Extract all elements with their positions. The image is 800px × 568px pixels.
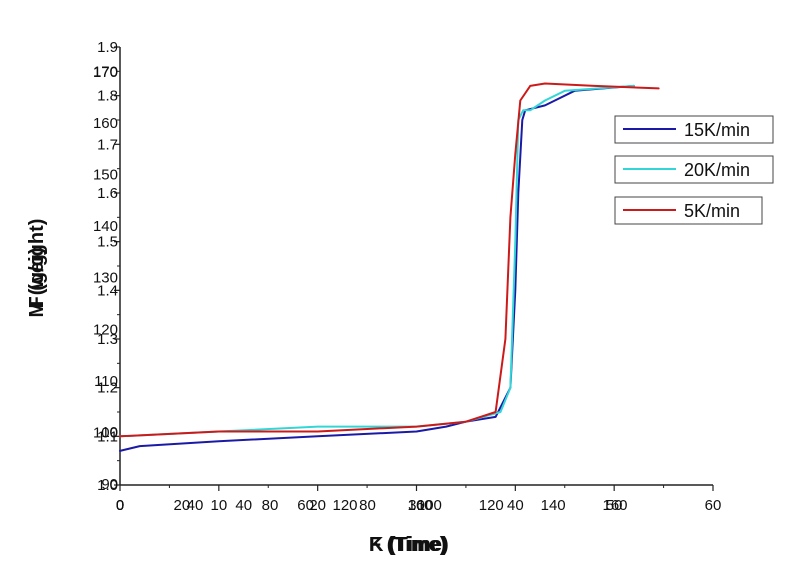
y-tick-label: 1.0	[97, 477, 118, 494]
x-tick-label: 10	[210, 497, 227, 514]
x-tick-label: 20	[309, 497, 326, 514]
series-line-0	[119, 84, 635, 452]
series-line-2	[119, 82, 660, 438]
x-tick-label: 60	[297, 497, 314, 514]
y-tick-label: 170	[93, 63, 118, 80]
legend-label-20k: 20K/min	[684, 160, 750, 180]
x-axis-title-f: F (Time)	[369, 534, 446, 556]
x-tick-label: 140	[541, 497, 566, 514]
x-tick-label: 50	[606, 497, 623, 514]
y-tick-label: 1.3	[97, 331, 118, 348]
y-tick-label: 110	[94, 373, 118, 390]
y-tick-label: 140	[93, 218, 118, 235]
x-tick-label: 40	[187, 497, 204, 514]
tick-labels: 1.01.11.21.31.41.51.61.71.81.99010011012…	[93, 39, 721, 514]
y-tick-label: 90	[101, 476, 118, 493]
series-lines	[119, 82, 660, 452]
legend: 15K/min 20K/min 5K/min	[614, 115, 774, 225]
x-tick-label: 160	[602, 497, 627, 514]
legend-label-15k: 15K/min	[684, 120, 750, 140]
tick-marks	[114, 46, 714, 491]
x-tick-label: 40	[507, 497, 524, 514]
x-tick-label: 0	[116, 497, 124, 514]
y-axis-title-m: M (weight)	[26, 219, 48, 318]
legend-label-5k: 5K/min	[684, 201, 740, 221]
x-tick-label: 20	[174, 497, 191, 514]
x-axis-title: F (Time) K (Time)	[369, 534, 449, 556]
y-tick-label: 1.8	[97, 88, 118, 105]
y-tick-label: 120	[93, 321, 118, 338]
x-tick-label: 160	[407, 497, 432, 514]
x-tick-label: 0	[116, 497, 124, 514]
y-tick-label: 100	[93, 424, 118, 441]
y-axis-title-f: F (g/g)	[26, 247, 48, 308]
x-tick-label: 80	[262, 497, 279, 514]
y-tick-label: 1.5	[97, 234, 118, 251]
y-tick-label: 130	[93, 270, 118, 287]
y-tick-label: 1.2	[97, 380, 118, 397]
y-tick-label: 10	[101, 424, 118, 441]
y-axis-title: M (weight) F (g/g)	[26, 219, 48, 318]
x-tick-label: 80	[359, 497, 376, 514]
axes	[119, 47, 713, 486]
x-tick-label: 60	[705, 497, 722, 514]
x-tick-label: 120	[479, 497, 504, 514]
x-tick-label: 100	[417, 497, 442, 514]
x-tick-label: 40	[235, 497, 252, 514]
y-tick-label: 1.1	[97, 428, 118, 445]
x-tick-label: 120	[332, 497, 357, 514]
y-tick-label: 1.9	[97, 39, 118, 56]
x-tick-label: 30	[408, 497, 425, 514]
x-axis-title-k: K (Time)	[369, 534, 449, 556]
x-tick-label: 0	[116, 497, 124, 514]
y-tick-label: 1.7	[97, 136, 118, 153]
y-tick-label: 160	[93, 115, 118, 132]
y-tick-label: 1.6	[97, 185, 118, 202]
y-tick-label: 150	[93, 167, 118, 184]
y-tick-label: 170	[93, 64, 118, 81]
series-line-1	[119, 84, 635, 438]
y-tick-label: 1.4	[97, 282, 118, 299]
